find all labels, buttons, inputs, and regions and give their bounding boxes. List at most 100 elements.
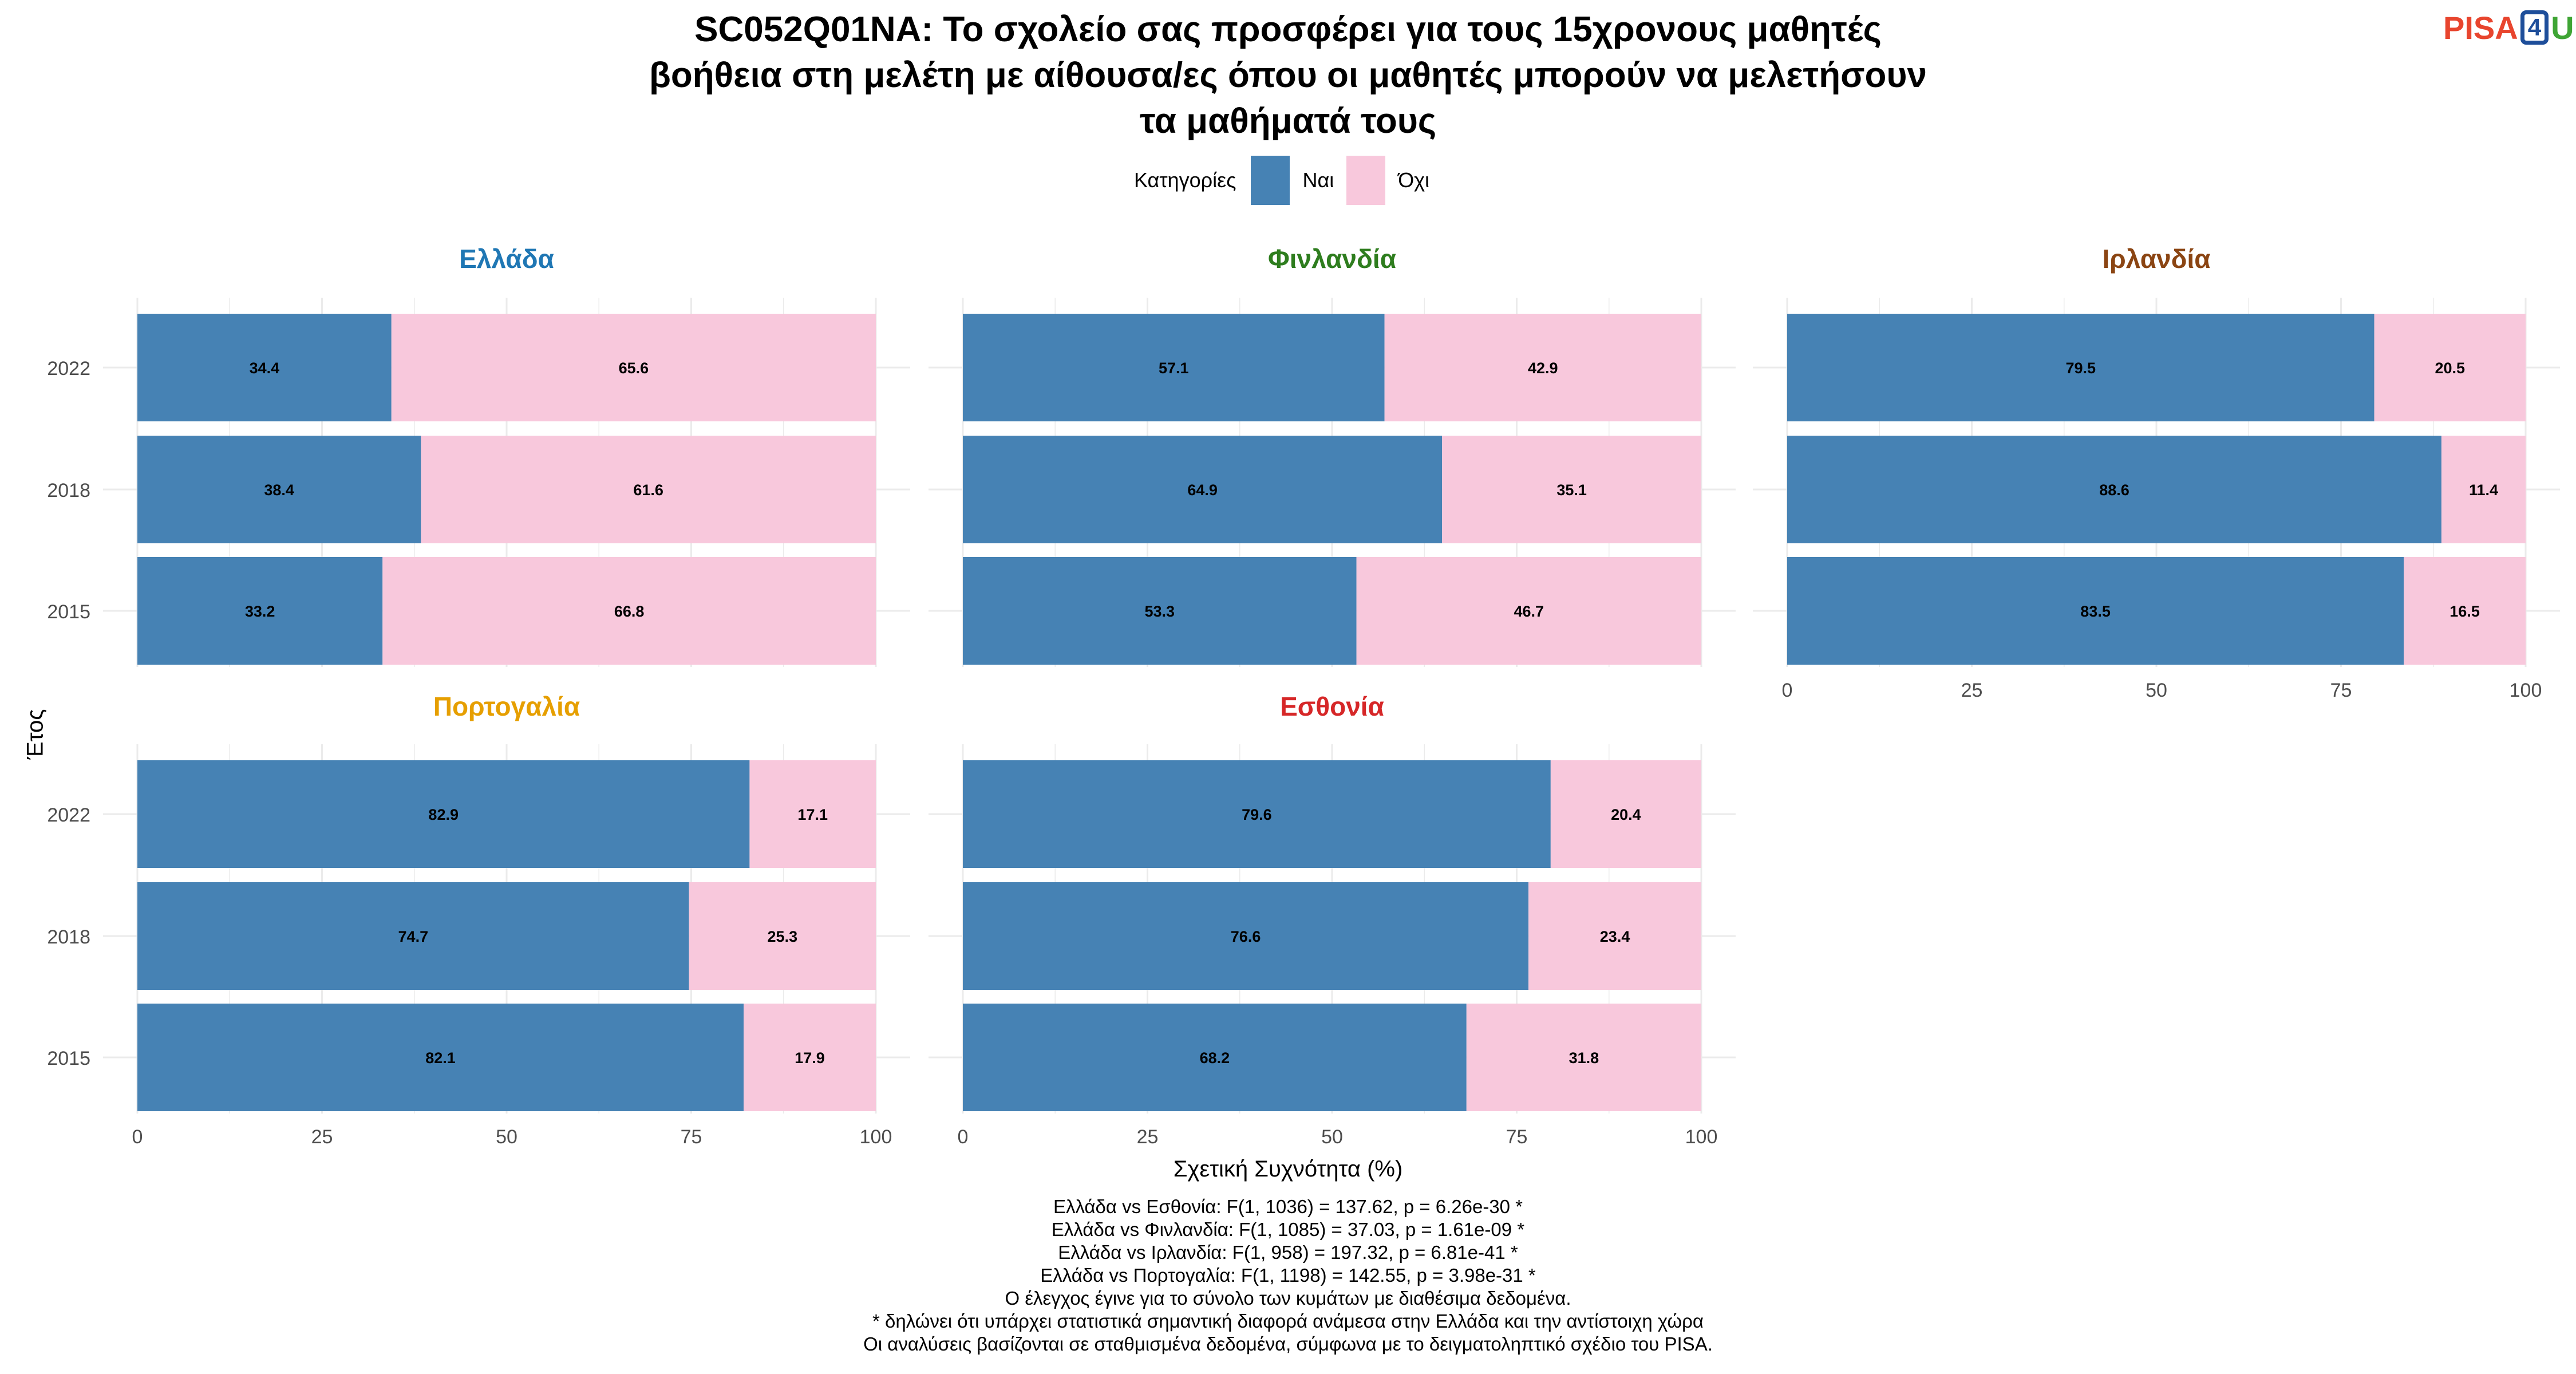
- bar-yes: [137, 314, 392, 421]
- data-label: 88.6: [2099, 481, 2129, 499]
- footnote-line: Ελλάδα vs Εσθονία: F(1, 1036) = 137.62, …: [1053, 1196, 1523, 1217]
- bar-no: [1356, 557, 1701, 665]
- footnote-line: Οι αναλύσεις βασίζονται σε σταθμισμένα δ…: [863, 1333, 1713, 1355]
- x-tick-label: 25: [1961, 680, 1983, 701]
- data-label: 82.9: [428, 806, 459, 823]
- legend-label-no: Όχι: [1398, 168, 1430, 192]
- data-label: 64.9: [1187, 481, 1218, 499]
- bar-no: [382, 557, 876, 665]
- x-tick-label: 100: [860, 1126, 892, 1148]
- bar-no: [1550, 760, 1701, 868]
- bar-no: [2441, 436, 2526, 543]
- bar-no: [2404, 557, 2526, 665]
- bar-yes: [1787, 314, 2374, 421]
- x-tick-label: 75: [681, 1126, 702, 1148]
- pisa4u-logo: PISA 4 U: [2443, 5, 2574, 50]
- data-label: 23.4: [1600, 928, 1630, 945]
- y-tick-label: 2022: [47, 358, 90, 380]
- x-tick-label: 100: [1685, 1126, 1718, 1148]
- footnote-line: Ελλάδα vs Πορτογαλία: F(1, 1198) = 142.5…: [1040, 1265, 1536, 1286]
- data-label: 35.1: [1556, 481, 1587, 499]
- data-label: 20.4: [1611, 806, 1641, 823]
- footnote-line: * δηλώνει ότι υπάρχει στατιστικά σημαντι…: [872, 1310, 1704, 1332]
- legend-label-yes: Ναι: [1302, 168, 1334, 192]
- data-label: 38.4: [264, 481, 294, 499]
- y-tick-label: 2015: [47, 1048, 90, 1069]
- y-axis-label: Έτος: [22, 709, 48, 760]
- data-label: 34.4: [250, 360, 280, 377]
- x-tick-label: 50: [1321, 1126, 1343, 1148]
- bar-yes: [137, 882, 689, 990]
- title-line: βοήθεια στη μελέτη με αίθουσα/ες όπου οι…: [649, 56, 1927, 95]
- bar-yes: [963, 436, 1443, 543]
- bar-no: [1528, 882, 1701, 990]
- legend: Κατηγορίες Ναι Όχι: [0, 155, 2576, 206]
- bar-no: [749, 760, 876, 868]
- data-label: 16.5: [2449, 603, 2480, 620]
- data-label: 76.6: [1231, 928, 1261, 945]
- bar-yes: [1787, 436, 2441, 543]
- logo-part: PISA: [2443, 9, 2518, 46]
- x-tick-label: 75: [2330, 680, 2352, 701]
- panel-title: Πορτογαλία: [433, 692, 580, 721]
- panel-title: Εσθονία: [1280, 692, 1384, 721]
- bar-no: [1466, 1004, 1701, 1111]
- data-label: 20.5: [2435, 360, 2465, 377]
- data-label: 17.9: [795, 1049, 825, 1067]
- bar-no: [744, 1004, 876, 1111]
- title-line: SC052Q01NA: Το σχολείο σας προσφέρει για…: [694, 10, 1882, 49]
- data-label: 33.2: [245, 603, 275, 620]
- footnote-line: Ελλάδα vs Ιρλανδία: F(1, 958) = 197.32, …: [1058, 1242, 1518, 1263]
- legend-title: Κατηγορίες: [1133, 168, 1236, 192]
- legend-swatch-no: [1346, 156, 1386, 205]
- title-line: τα μαθήματά τους: [1139, 101, 1437, 141]
- x-tick-label: 50: [2146, 680, 2167, 701]
- x-tick-label: 0: [958, 1126, 969, 1148]
- bar-yes: [963, 882, 1529, 990]
- data-label: 79.6: [1242, 806, 1272, 823]
- bar-yes: [963, 1004, 1467, 1111]
- data-label: 68.2: [1200, 1049, 1230, 1067]
- footnotes: Ελλάδα vs Εσθονία: F(1, 1036) = 137.62, …: [0, 1195, 2576, 1356]
- data-label: 17.1: [797, 806, 828, 823]
- legend-item-yes: Ναι: [1251, 156, 1334, 205]
- x-tick-label: 50: [496, 1126, 517, 1148]
- bar-yes: [963, 557, 1357, 665]
- data-label: 31.8: [1569, 1049, 1599, 1067]
- bar-yes: [137, 760, 750, 868]
- bar-yes: [137, 557, 383, 665]
- data-label: 61.6: [633, 481, 663, 499]
- data-label: 57.1: [1159, 360, 1189, 377]
- chart-title: SC052Q01NA: Το σχολείο σας προσφέρει για…: [0, 7, 2576, 144]
- panel-title: Ιρλανδία: [2102, 244, 2210, 274]
- data-label: 83.5: [2080, 603, 2111, 620]
- bar-no: [421, 436, 876, 543]
- x-tick-label: 25: [311, 1126, 333, 1148]
- logo-part: U: [2551, 9, 2574, 46]
- y-tick-label: 2015: [47, 601, 90, 623]
- x-tick-label: 0: [132, 1126, 143, 1148]
- y-tick-label: 2018: [47, 480, 90, 502]
- bar-no: [689, 882, 876, 990]
- legend-swatch-yes: [1251, 156, 1290, 205]
- bar-yes: [1787, 557, 2404, 665]
- y-tick-label: 2018: [47, 926, 90, 948]
- data-label: 74.7: [398, 928, 429, 945]
- x-tick-label: 75: [1506, 1126, 1528, 1148]
- data-label: 42.9: [1528, 360, 1558, 377]
- data-label: 25.3: [768, 928, 798, 945]
- bar-no: [391, 314, 876, 421]
- panel-title: Φινλανδία: [1268, 244, 1396, 274]
- bar-yes: [137, 1004, 744, 1111]
- logo-part: 4: [2520, 10, 2549, 45]
- bar-yes: [963, 314, 1385, 421]
- bar-no: [2374, 314, 2526, 421]
- bar-yes: [963, 760, 1551, 868]
- x-tick-label: 0: [1782, 680, 1793, 701]
- bar-yes: [137, 436, 421, 543]
- footnote-line: Ελλάδα vs Φινλανδία: F(1, 1085) = 37.03,…: [1051, 1219, 1525, 1240]
- data-label: 66.8: [614, 603, 645, 620]
- x-axis-label: Σχετική Συχνότητα (%): [1173, 1156, 1403, 1182]
- panel-title: Ελλάδα: [459, 244, 554, 274]
